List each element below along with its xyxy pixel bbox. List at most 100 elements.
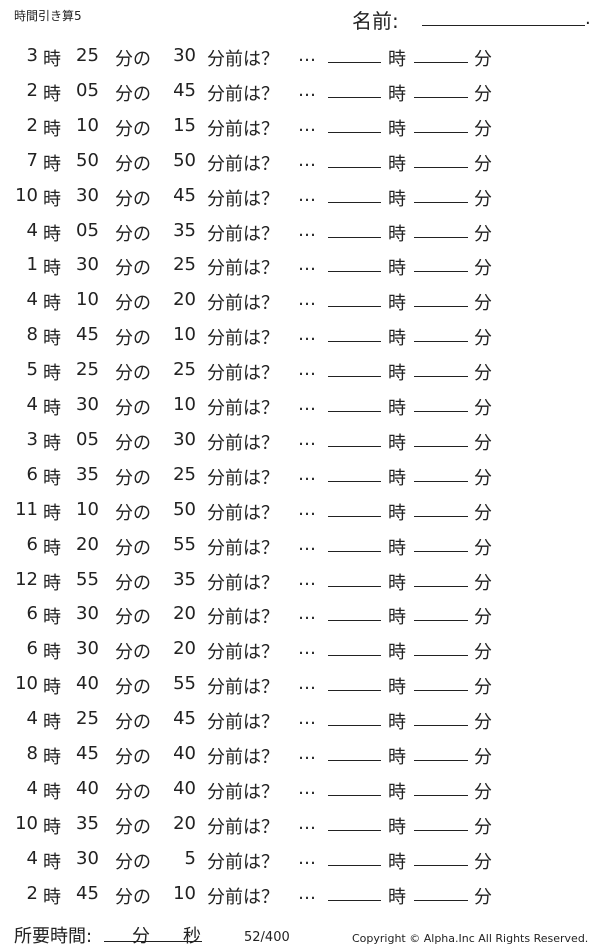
answer-minute-field[interactable] bbox=[414, 445, 468, 447]
time-field[interactable] bbox=[104, 941, 202, 942]
answer-hour-field[interactable] bbox=[328, 620, 381, 622]
answer-minute-field[interactable] bbox=[414, 376, 468, 378]
answer-minute-field[interactable] bbox=[414, 585, 468, 587]
ellipsis: … bbox=[298, 533, 316, 555]
answer-hour-field[interactable] bbox=[328, 550, 381, 552]
answer-minute-field[interactable] bbox=[414, 550, 468, 552]
problem-row: 6 時 35 分の 25 分前は？… 時分 bbox=[0, 464, 600, 494]
problem-row: 1 時 30 分の 25 分前は？… 時分 bbox=[0, 254, 600, 284]
answer-minute-field[interactable] bbox=[414, 864, 468, 866]
answer-hour-label: 時 bbox=[388, 363, 406, 385]
answer-hour-field[interactable] bbox=[328, 62, 381, 63]
answer-hour-field[interactable] bbox=[328, 341, 381, 343]
hour-label: 時 bbox=[43, 49, 61, 70]
minute-value: 40 bbox=[76, 777, 99, 799]
question-label: 分前は？ bbox=[207, 153, 279, 175]
answer-hour-field[interactable] bbox=[328, 585, 381, 587]
answer-minute-field[interactable] bbox=[414, 341, 468, 343]
answer-minute-field[interactable] bbox=[414, 655, 468, 657]
answer-minute-field[interactable] bbox=[414, 96, 468, 98]
answer-minute-field[interactable] bbox=[414, 690, 468, 692]
answer-hour-label: 時 bbox=[388, 677, 406, 699]
answer-hour-field[interactable] bbox=[328, 690, 381, 692]
answer-hour-field[interactable] bbox=[328, 864, 381, 866]
answer-minute-label: 分 bbox=[474, 223, 492, 245]
answer-minute-field[interactable] bbox=[414, 480, 468, 482]
hour-label: 時 bbox=[43, 781, 61, 803]
minute-of-label: 分の bbox=[115, 432, 151, 454]
answer-hour-field[interactable] bbox=[328, 829, 381, 831]
ellipsis: … bbox=[298, 254, 316, 276]
minute-of-label: 分の bbox=[115, 328, 151, 350]
answer-hour-field[interactable] bbox=[328, 306, 381, 308]
answer-hour-field[interactable] bbox=[328, 794, 381, 796]
hour-label: 時 bbox=[43, 712, 61, 734]
minute-value: 10 bbox=[76, 114, 99, 136]
answer-minute-field[interactable] bbox=[414, 760, 468, 761]
minute-value: 45 bbox=[76, 324, 99, 346]
answer-hour-label: 時 bbox=[388, 258, 406, 280]
answer-hour-field[interactable] bbox=[328, 131, 381, 133]
hour-label: 時 bbox=[43, 572, 61, 594]
answer-hour-field[interactable] bbox=[328, 166, 381, 168]
answer-hour-field[interactable] bbox=[328, 655, 381, 657]
answer-minute-field[interactable] bbox=[414, 899, 468, 901]
answer-minute-field[interactable] bbox=[414, 829, 468, 831]
ellipsis: … bbox=[298, 498, 316, 520]
answer-hour-field[interactable] bbox=[328, 411, 381, 412]
answer-hour-field[interactable] bbox=[328, 271, 381, 273]
answer-minute-field[interactable] bbox=[414, 515, 468, 517]
answer-minute-label: 分 bbox=[474, 816, 492, 838]
hour-value: 7 bbox=[26, 149, 38, 171]
subtract-value: 30 bbox=[173, 428, 196, 450]
problem-row: 4 時 10 分の 20 分前は？… 時分 bbox=[0, 289, 600, 319]
answer-minute-field[interactable] bbox=[414, 271, 468, 273]
ellipsis: … bbox=[298, 428, 316, 450]
ellipsis: … bbox=[298, 359, 316, 381]
answer-minute-field[interactable] bbox=[414, 620, 468, 622]
answer-hour-field[interactable] bbox=[328, 480, 381, 482]
hour-value: 2 bbox=[26, 114, 38, 136]
answer-minute-field[interactable] bbox=[414, 166, 468, 168]
minute-value: 40 bbox=[76, 673, 99, 695]
ellipsis: … bbox=[298, 638, 316, 660]
answer-hour-label: 時 bbox=[388, 747, 406, 768]
minute-of-label: 分の bbox=[115, 572, 151, 594]
answer-minute-label: 分 bbox=[474, 363, 492, 385]
answer-hour-field[interactable] bbox=[328, 445, 381, 447]
answer-hour-label: 時 bbox=[388, 781, 406, 803]
answer-minute-field[interactable] bbox=[414, 725, 468, 727]
answer-minute-field[interactable] bbox=[414, 411, 468, 412]
answer-minute-field[interactable] bbox=[414, 306, 468, 308]
answer-hour-field[interactable] bbox=[328, 760, 381, 761]
answer-hour-field[interactable] bbox=[328, 96, 381, 98]
answer-minute-field[interactable] bbox=[414, 236, 468, 238]
answer-minute-field[interactable] bbox=[414, 62, 468, 63]
answer-hour-field[interactable] bbox=[328, 376, 381, 378]
question-label: 分前は？ bbox=[207, 49, 279, 70]
minute-of-label: 分の bbox=[115, 49, 151, 70]
answer-hour-label: 時 bbox=[388, 293, 406, 315]
answer-hour-field[interactable] bbox=[328, 236, 381, 238]
subtract-value: 20 bbox=[173, 289, 196, 311]
answer-minute-field[interactable] bbox=[414, 794, 468, 796]
answer-minute-field[interactable] bbox=[414, 201, 468, 203]
minute-value: 25 bbox=[76, 45, 99, 66]
ellipsis: … bbox=[298, 708, 316, 730]
answer-hour-field[interactable] bbox=[328, 201, 381, 203]
answer-hour-label: 時 bbox=[388, 467, 406, 489]
hour-label: 時 bbox=[43, 677, 61, 699]
name-field[interactable] bbox=[422, 25, 585, 26]
minute-value: 10 bbox=[76, 498, 99, 520]
hour-label: 時 bbox=[43, 188, 61, 210]
answer-minute-label: 分 bbox=[474, 293, 492, 315]
answer-hour-label: 時 bbox=[388, 607, 406, 629]
problem-row: 6 時 30 分の 20 分前は？… 時分 bbox=[0, 603, 600, 633]
answer-hour-field[interactable] bbox=[328, 515, 381, 517]
minute-value: 30 bbox=[76, 847, 99, 869]
answer-minute-field[interactable] bbox=[414, 131, 468, 133]
minute-value: 05 bbox=[76, 79, 99, 101]
minute-of-label: 分の bbox=[115, 642, 151, 664]
answer-hour-field[interactable] bbox=[328, 899, 381, 901]
answer-hour-field[interactable] bbox=[328, 725, 381, 727]
